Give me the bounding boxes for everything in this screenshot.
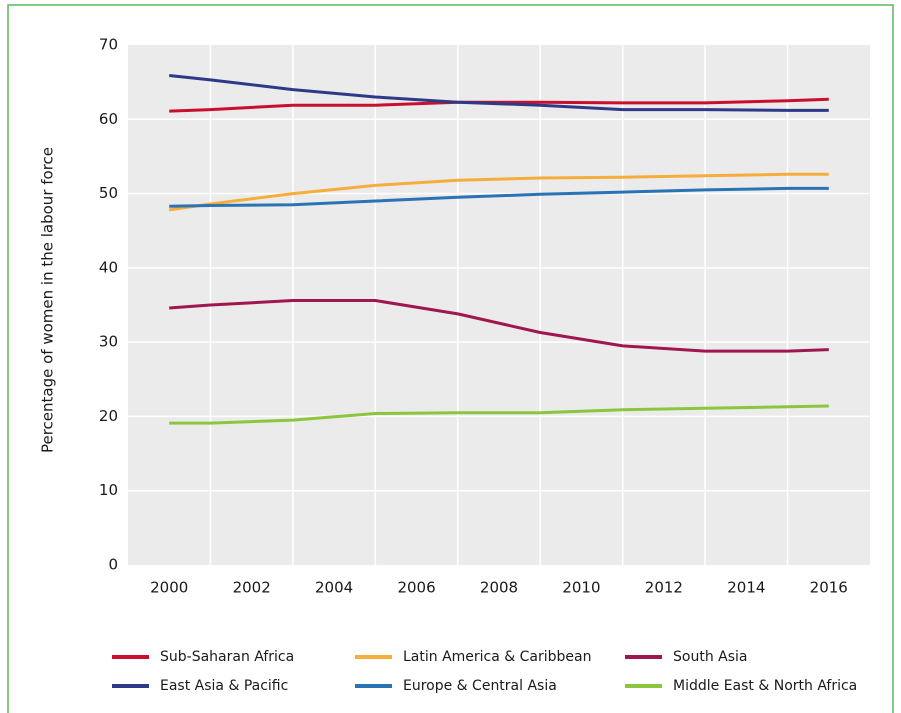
y-tick-label: 0: [108, 556, 118, 574]
y-tick-label: 30: [99, 333, 118, 351]
x-tick-label: 2000: [150, 579, 188, 597]
legend-label: Europe & Central Asia: [403, 678, 557, 694]
y-tick-label: 20: [99, 407, 118, 425]
lines: [168, 74, 829, 425]
x-tick-label: 2016: [810, 579, 848, 597]
y-tick-label: 40: [99, 258, 118, 276]
y-tick-label: 60: [99, 110, 118, 128]
plot-background: [128, 45, 870, 565]
series-line: [169, 186, 829, 208]
labels: 0 10 20 30 40 50 60 70 2000 2002 2004 2006 2008 2010 2…: [99, 36, 848, 597]
series-line: [169, 74, 829, 112]
grid: [128, 45, 870, 565]
legend-label: Latin America & Caribbean: [403, 649, 592, 665]
x-tick-label: 2004: [315, 579, 353, 597]
legend-label: Middle East & North Africa: [673, 678, 857, 694]
x-tick-label: 2014: [727, 579, 765, 597]
legend: Sub-Saharan Africa East Asia & Pacific Lat…: [112, 649, 857, 694]
series-line: [168, 172, 829, 212]
legend-label: Sub-Saharan Africa: [160, 649, 294, 665]
x-tick-label: 2002: [233, 579, 271, 597]
y-axis-label: Percentage of women in the labour force: [39, 147, 57, 453]
x-tick-label: 2010: [562, 579, 600, 597]
series-line: [169, 404, 829, 425]
legend-label: East Asia & Pacific: [160, 678, 288, 694]
x-tick-label: 2012: [645, 579, 683, 597]
legend-label: South Asia: [673, 649, 747, 665]
series-line: [169, 299, 829, 353]
y-tick-label: 10: [99, 481, 118, 499]
x-tick-label: 2006: [397, 579, 435, 597]
y-tick-label: 70: [99, 36, 118, 54]
x-tick-label: 2008: [480, 579, 518, 597]
frame: [7, 4, 894, 713]
y-tick-label: 50: [99, 184, 118, 202]
